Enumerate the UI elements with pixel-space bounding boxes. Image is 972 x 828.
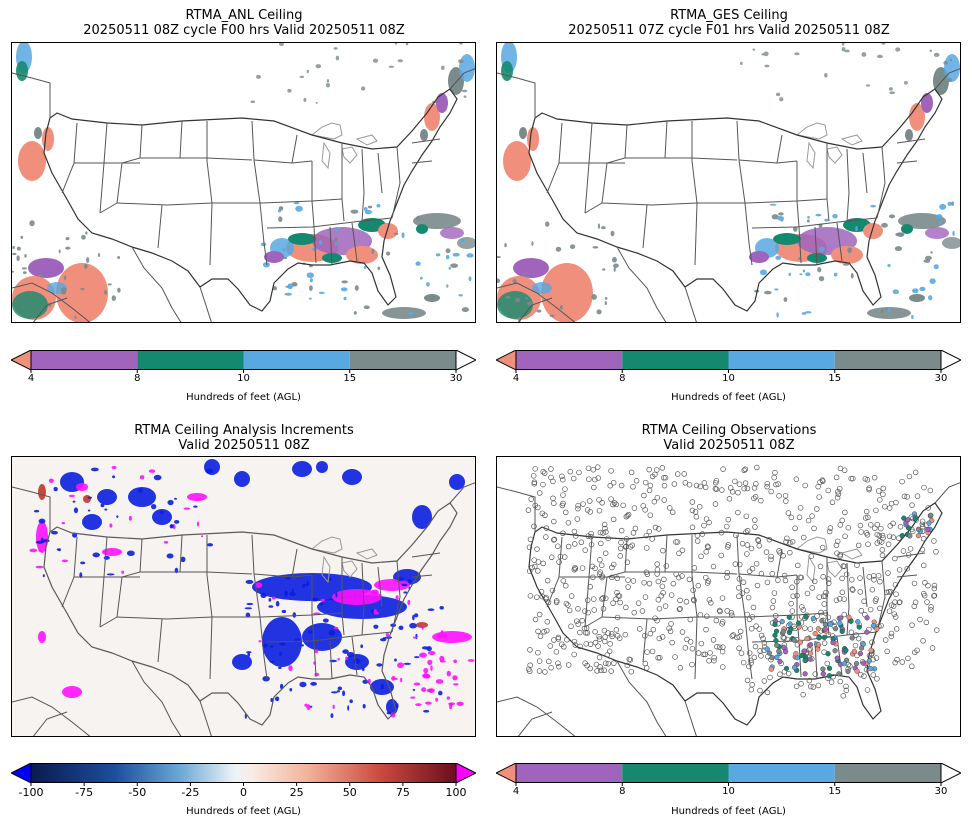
colorbar-tick-label: 10 xyxy=(722,786,735,797)
colorbar-tick-label: 25 xyxy=(289,786,304,799)
colorbar-tick-label: 100 xyxy=(445,786,467,799)
colorbar-tick-label: 15 xyxy=(828,373,842,384)
colorbar-tick-label: 15 xyxy=(343,373,357,384)
colorbar-tick-label: 0 xyxy=(240,786,247,799)
title-line2: 20250511 08Z cycle F00 hrs Valid 2025051… xyxy=(83,23,405,38)
colorbar-label: Hundreds of feet (AGL) xyxy=(671,806,786,817)
colorbar-tick-label: 30 xyxy=(449,373,463,384)
panel-title: RTMA_GES Ceiling 20250511 07Z cycle F01 … xyxy=(497,8,961,38)
colorbar: -100 -75 -50 -25 0 25 50 75 100 xyxy=(9,762,478,803)
ceiling-map xyxy=(496,42,961,323)
colorbar-tick-label: 8 xyxy=(619,373,626,384)
colorbar-tick-label: 75 xyxy=(395,786,410,799)
colorbar-tick-label: 4 xyxy=(512,373,520,384)
title-line1: RTMA_GES Ceiling xyxy=(670,8,788,23)
colorbar-tick-label: 4 xyxy=(512,786,520,797)
colorbar-tick-label: 8 xyxy=(134,373,141,384)
colorbar-tick-label: 30 xyxy=(934,786,948,797)
title-line1: RTMA Ceiling Observations xyxy=(641,423,817,438)
colorbar: 4 8 10 15 30 xyxy=(494,349,963,390)
colorbar-tick-label: 50 xyxy=(342,786,357,799)
colorbar-tick-label: -100 xyxy=(18,786,44,799)
observations-map xyxy=(496,456,961,737)
panel-title: RTMA_ANL Ceiling 20250511 08Z cycle F00 … xyxy=(12,8,476,38)
title-line2: Valid 20250511 08Z xyxy=(178,438,310,453)
panel-title: RTMA Ceiling Analysis Increments Valid 2… xyxy=(12,423,476,453)
colorbar-tick-label: 10 xyxy=(722,373,735,384)
colorbar-tick-label: 8 xyxy=(619,786,626,797)
colorbar-tick-label: -50 xyxy=(128,786,147,799)
panel-title: RTMA Ceiling Observations Valid 20250511… xyxy=(497,423,961,453)
title-line2: Valid 20250511 08Z xyxy=(663,438,795,453)
title-line2: 20250511 07Z cycle F01 hrs Valid 2025051… xyxy=(568,23,890,38)
colorbar-tick-label: 15 xyxy=(828,786,842,797)
increment-map xyxy=(11,456,476,737)
colorbar-label: Hundreds of feet (AGL) xyxy=(186,392,301,403)
ceiling-map xyxy=(11,42,476,323)
colorbar-tick-label: 10 xyxy=(237,373,250,384)
title-line1: RTMA_ANL Ceiling xyxy=(185,8,303,23)
colorbar: 4 8 10 15 30 xyxy=(494,762,963,803)
colorbar-tick-label: 4 xyxy=(27,373,35,384)
colorbar-label: Hundreds of feet (AGL) xyxy=(186,806,301,817)
title-line1: RTMA Ceiling Analysis Increments xyxy=(134,423,354,438)
colorbar-tick-label: -25 xyxy=(181,786,200,799)
colorbar-tick-label: 30 xyxy=(934,373,948,384)
colorbar: 4 8 10 15 30 xyxy=(9,349,478,390)
colorbar-label: Hundreds of feet (AGL) xyxy=(671,392,786,403)
colorbar-tick-label: -75 xyxy=(75,786,94,799)
